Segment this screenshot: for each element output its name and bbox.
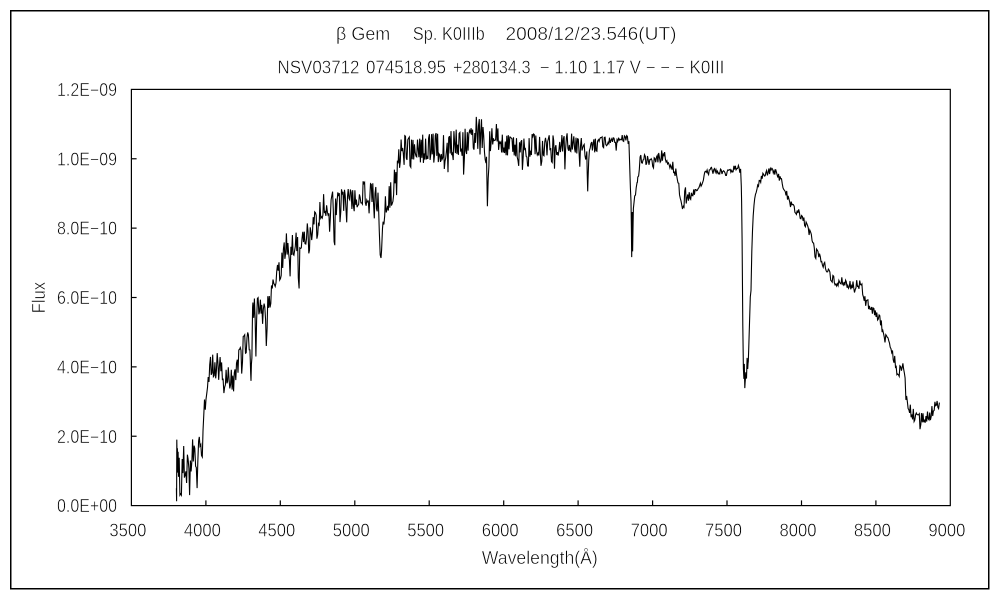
svg-text:074518.95: 074518.95 [366,58,446,78]
svg-text:5500: 5500 [407,521,444,541]
svg-text:6000: 6000 [482,521,519,541]
svg-text:6.0E−10: 6.0E−10 [57,288,117,308]
svg-text:+280134.3: +280134.3 [453,58,531,78]
svg-text:β Gem: β Gem [336,24,390,44]
svg-text:2008/12/23.546(UT): 2008/12/23.546(UT) [506,24,677,44]
svg-text:1.2E−09: 1.2E−09 [57,80,117,100]
svg-text:3500: 3500 [109,521,146,541]
svg-text:7500: 7500 [705,521,742,541]
svg-text:4000: 4000 [184,521,221,541]
svg-text:NSV03712: NSV03712 [278,58,360,78]
svg-text:2.0E−10: 2.0E−10 [57,427,117,447]
svg-text:7000: 7000 [631,521,668,541]
svg-text:1.0E−09: 1.0E−09 [57,149,117,169]
svg-text:4500: 4500 [258,521,295,541]
svg-text:8000: 8000 [780,521,817,541]
svg-text:4.0E−10: 4.0E−10 [57,358,117,378]
svg-text:Flux: Flux [29,282,49,314]
svg-text:8.0E−10: 8.0E−10 [57,219,117,239]
svg-text:0.0E+00: 0.0E+00 [57,496,117,516]
svg-text:5000: 5000 [333,521,370,541]
svg-text:Sp. K0IIIb: Sp. K0IIIb [413,24,485,44]
svg-text:6500: 6500 [556,521,593,541]
svg-text:− 1.10 1.17 V − − − K0III: − 1.10 1.17 V − − − K0III [540,58,725,78]
svg-text:9000: 9000 [928,521,965,541]
svg-text:Wavelength(Å): Wavelength(Å) [482,548,598,568]
svg-text:8500: 8500 [854,521,891,541]
